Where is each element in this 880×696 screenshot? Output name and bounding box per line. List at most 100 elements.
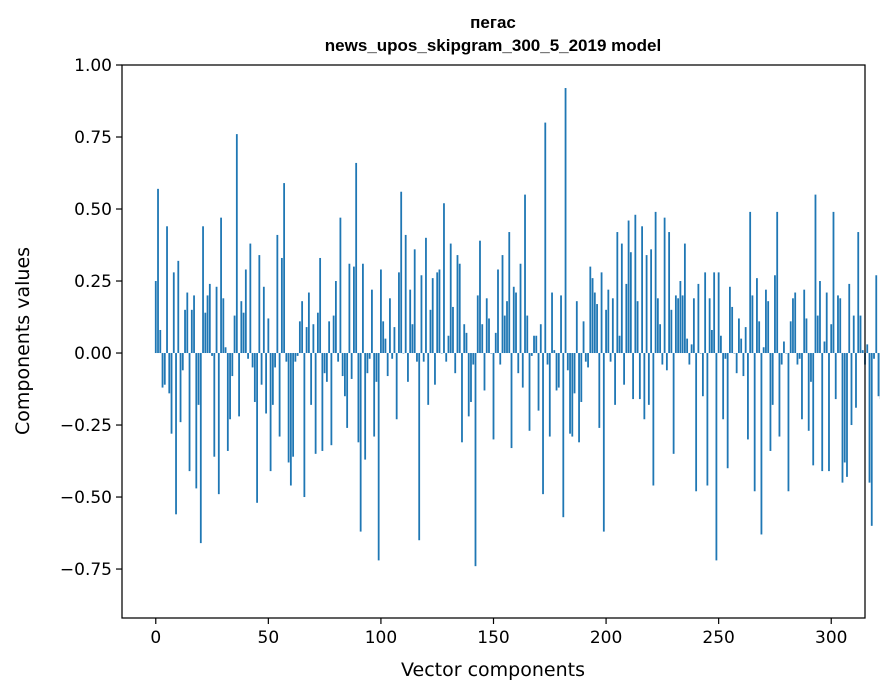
bar-179 — [557, 353, 560, 388]
bar-321 — [877, 353, 880, 397]
x-tick-label-300: 300 — [815, 628, 847, 648]
bar-298 — [825, 292, 828, 354]
bar-87 — [350, 353, 353, 379]
bar-160 — [515, 292, 517, 354]
bar-46 — [258, 255, 261, 354]
bar-204 — [614, 353, 616, 405]
bar-125 — [436, 272, 439, 354]
bar-99 — [377, 353, 380, 561]
bar-306 — [843, 353, 846, 463]
bar-119 — [422, 353, 425, 362]
bar-192 — [587, 353, 589, 368]
bar-318 — [870, 353, 873, 526]
bar-71 — [314, 353, 317, 454]
bar-109 — [400, 191, 403, 354]
bar-141 — [472, 353, 475, 365]
bar-224 — [659, 324, 662, 354]
bar-274 — [771, 353, 774, 405]
bar-284 — [794, 292, 797, 354]
bar-297 — [823, 341, 826, 354]
bar-176 — [551, 292, 553, 354]
y-axis-label: Components values — [12, 247, 34, 435]
bar-74 — [321, 353, 324, 451]
bar-7 — [170, 353, 173, 434]
bar-185 — [571, 353, 574, 437]
bar-210 — [627, 220, 630, 354]
bar-191 — [584, 353, 587, 362]
bar-63 — [296, 353, 299, 356]
bar-198 — [600, 272, 603, 354]
bar-44 — [253, 353, 256, 402]
bar-292 — [812, 353, 815, 466]
bar-146 — [483, 353, 486, 391]
bar-121 — [427, 353, 430, 405]
bar-170 — [537, 353, 540, 411]
bar-128 — [443, 203, 445, 354]
bar-208 — [623, 353, 625, 385]
bar-102 — [384, 338, 387, 354]
bar-70 — [312, 324, 315, 354]
bar-313 — [859, 315, 862, 354]
bar-250 — [717, 272, 720, 354]
bar-172 — [542, 353, 544, 495]
bar-25 — [211, 353, 213, 356]
bar-84 — [344, 353, 346, 397]
bar-305 — [841, 353, 844, 483]
bar-78 — [330, 353, 333, 446]
bar-35 — [233, 315, 236, 354]
bar-86 — [348, 263, 351, 354]
bar-96 — [371, 289, 373, 354]
y-axis-ticks: −0.75 −0.50 −0.25 0.00 0.25 0.50 0.75 1.00 — [60, 56, 122, 580]
y-tick-label-7: 1.00 — [74, 56, 112, 76]
bar-97 — [373, 353, 376, 437]
bar-256 — [731, 306, 734, 354]
bar-225 — [661, 353, 664, 365]
bar-126 — [438, 269, 441, 354]
bar-212 — [632, 353, 634, 400]
bar-165 — [526, 315, 529, 354]
bar-320 — [875, 275, 878, 354]
bar-289 — [805, 318, 808, 354]
bar-62 — [294, 353, 297, 362]
bar-193 — [589, 266, 592, 354]
bar-252 — [722, 353, 725, 420]
bar-42 — [249, 243, 252, 354]
bar-142 — [474, 353, 477, 567]
bar-21 — [202, 226, 204, 354]
bar-227 — [665, 353, 668, 371]
bar-271 — [765, 289, 767, 354]
bar-273 — [769, 353, 772, 451]
bar-246 — [708, 298, 711, 354]
bar-258 — [735, 353, 738, 374]
bar-134 — [456, 255, 459, 354]
bar-153 — [499, 353, 502, 365]
bar-217 — [643, 353, 646, 420]
bar-140 — [470, 353, 472, 402]
bars-group — [154, 88, 880, 567]
bar-278 — [780, 353, 783, 365]
y-tick-label-3: 0.00 — [74, 344, 112, 364]
bar-291 — [810, 353, 812, 382]
bar-49 — [265, 353, 267, 414]
bar-64 — [298, 321, 301, 354]
bar-89 — [355, 162, 358, 354]
x-tick-label-100: 100 — [365, 628, 397, 648]
bar-26 — [213, 353, 216, 457]
bar-286 — [798, 353, 801, 359]
bar-65 — [301, 301, 304, 354]
bar-144 — [479, 240, 481, 354]
bar-264 — [749, 211, 752, 354]
bar-248 — [713, 272, 716, 354]
bar-190 — [582, 321, 585, 354]
bar-164 — [524, 194, 526, 354]
bar-202 — [609, 353, 612, 362]
bar-41 — [247, 353, 249, 359]
bar-167 — [530, 353, 533, 356]
bar-120 — [425, 237, 427, 354]
bar-85 — [346, 353, 349, 428]
bar-75 — [323, 353, 326, 374]
bar-282 — [789, 321, 792, 354]
bar-183 — [566, 353, 569, 371]
bar-24 — [208, 283, 211, 354]
